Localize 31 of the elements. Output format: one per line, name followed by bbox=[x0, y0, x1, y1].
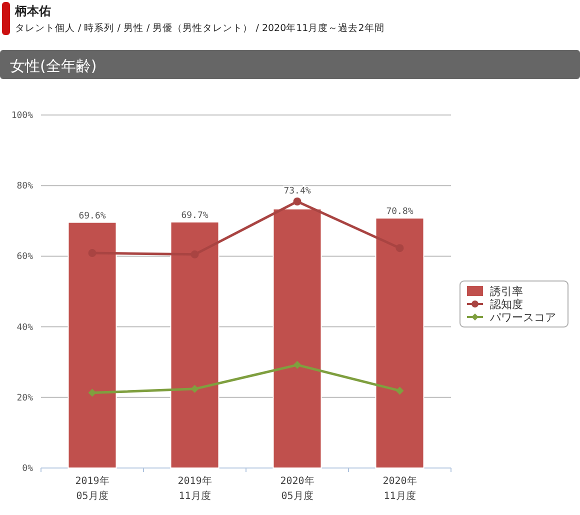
chart-title: 柄本佑 bbox=[14, 4, 51, 18]
y-tick-label: 100% bbox=[11, 111, 34, 121]
point bbox=[88, 388, 96, 397]
bar bbox=[272, 208, 322, 468]
point bbox=[190, 250, 199, 258]
y-tick-label: 40% bbox=[16, 322, 34, 333]
data-label: 73.4% bbox=[284, 186, 312, 196]
x-tick-label: 2020年 11月度 bbox=[382, 475, 417, 502]
point bbox=[396, 386, 404, 395]
data-label: 69.6% bbox=[78, 211, 106, 222]
x-tick-label: 2019年 11月度 bbox=[178, 475, 212, 502]
point bbox=[396, 244, 404, 252]
point bbox=[190, 384, 199, 393]
data-label: 70.8% bbox=[386, 207, 414, 218]
legend-label: 認知度 bbox=[490, 298, 523, 311]
legend-label: パワースコア bbox=[489, 311, 556, 324]
chart-subtitle: タレント個人 / 時系列 / 男性 / 男優（男性タレント） / 2020年11月度～過去2年間 bbox=[15, 22, 384, 34]
point bbox=[293, 197, 302, 206]
data-label: 69.7% bbox=[181, 210, 209, 221]
x-tick-label: 2020年 05月度 bbox=[280, 475, 314, 502]
y-tick-label: 60% bbox=[16, 252, 34, 262]
section-heading-bar: 女性(全年齢) bbox=[0, 50, 580, 79]
y-tick-label: 80% bbox=[16, 182, 34, 192]
y-tick-label: 20% bbox=[16, 393, 34, 404]
x-tick-label: 2019年 05月度 bbox=[75, 475, 110, 502]
bar bbox=[375, 218, 424, 468]
y-tick-label: 0% bbox=[22, 464, 34, 474]
bar bbox=[68, 222, 117, 468]
point bbox=[293, 360, 302, 369]
legend-label: 誘引率 bbox=[490, 285, 523, 298]
bar bbox=[170, 221, 220, 468]
